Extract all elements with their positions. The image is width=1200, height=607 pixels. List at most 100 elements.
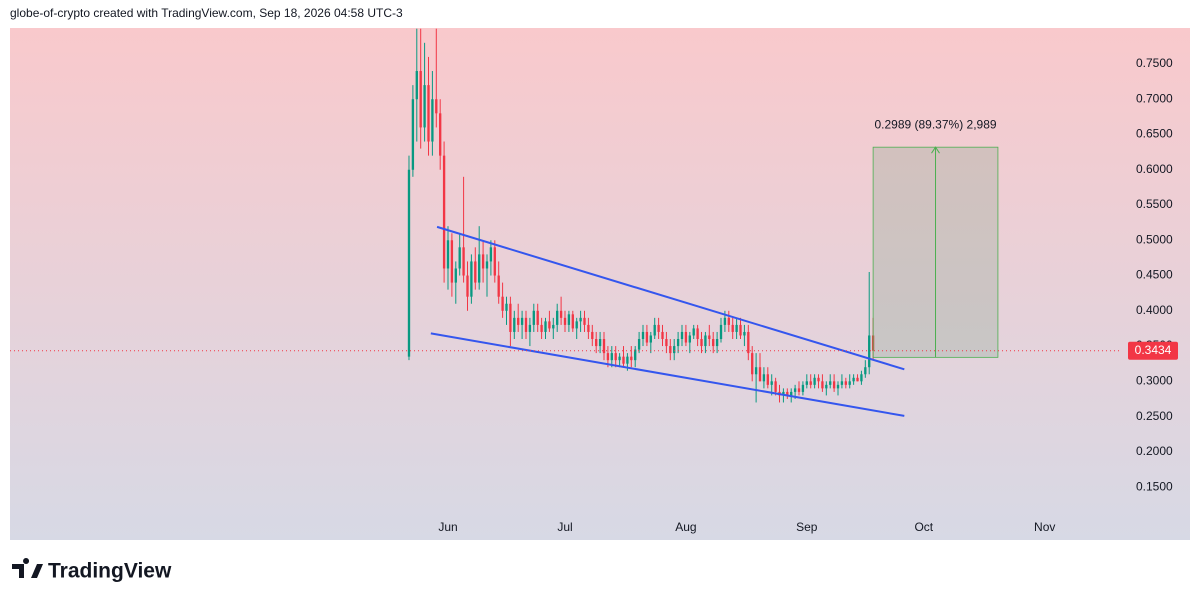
candle-body [439, 113, 442, 156]
candle-body [450, 240, 454, 283]
candle-body [411, 99, 415, 170]
header: globe-of-crypto created with TradingView… [10, 6, 403, 20]
candle-body [653, 324, 656, 336]
candle-body [567, 314, 571, 325]
candle-body [665, 339, 668, 347]
candle-body [462, 247, 465, 276]
candle-body [661, 331, 664, 340]
candle-body [809, 381, 812, 385]
y-tick-label: 0.5000 [1136, 232, 1173, 246]
candle-body [676, 339, 680, 347]
candle-body [501, 296, 504, 311]
candle-body [458, 247, 461, 269]
y-tick-label: 0.2500 [1136, 409, 1173, 423]
candle-body [657, 324, 660, 332]
candle-body [758, 367, 762, 382]
candle-body [548, 321, 551, 329]
candle-body [556, 310, 559, 325]
candle-body [540, 324, 543, 332]
candle-body [797, 388, 801, 392]
last-price-label: 0.3434 [1135, 343, 1172, 357]
candle-body [649, 335, 652, 343]
trendline [436, 225, 905, 371]
candle-body [587, 324, 590, 332]
candle-body [622, 356, 625, 364]
candle-body [786, 391, 789, 396]
chart-background [10, 28, 1190, 540]
plot [10, 28, 1120, 417]
candle-body [435, 99, 438, 114]
candle-body [591, 331, 594, 340]
logo: TradingView [12, 558, 172, 583]
y-tick-label: 0.4500 [1136, 268, 1173, 282]
candle-body [751, 353, 754, 375]
candle-body [844, 381, 847, 385]
x-tick-label: Sep [796, 520, 818, 534]
candle-body [431, 99, 434, 142]
candle-body [735, 324, 738, 332]
candle-body [673, 346, 676, 354]
candle-body [509, 303, 512, 332]
y-tick-label: 0.6000 [1136, 162, 1173, 176]
candle-body [513, 317, 516, 332]
candle-body [731, 324, 734, 332]
candle-body [474, 261, 477, 283]
candle-body [407, 169, 411, 357]
candle-body [688, 335, 691, 343]
candle-body [575, 321, 578, 329]
candle-body [856, 377, 859, 382]
candle-body [427, 85, 430, 142]
candle-body [466, 275, 469, 297]
x-tick-label: Jul [557, 520, 572, 534]
candle-body [700, 339, 703, 347]
candle-body [602, 339, 606, 354]
candle-body [559, 310, 563, 318]
candle-body [489, 247, 493, 262]
candle-body [579, 317, 582, 322]
candle-body [715, 339, 719, 347]
candle-body [598, 339, 602, 347]
candle-body [520, 317, 524, 325]
y-tick-label: 0.4000 [1136, 303, 1173, 317]
candle-body [614, 353, 617, 361]
candle-body [684, 331, 688, 343]
candle-body [790, 391, 793, 396]
candle-body [532, 310, 535, 325]
x-tick-label: Jun [438, 520, 457, 534]
candle-body [680, 331, 684, 340]
candle-body [626, 356, 629, 364]
candle-body [485, 261, 489, 269]
x-tick-label: Aug [675, 520, 696, 534]
candle-body [766, 374, 769, 385]
candle-body [423, 85, 426, 128]
candle-body [696, 328, 699, 340]
candle-body [505, 303, 508, 311]
candle-body [446, 240, 450, 269]
y-tick-label: 0.7000 [1136, 91, 1173, 105]
candle-body [708, 335, 711, 340]
candle-body [497, 275, 500, 297]
y-tick-label: 0.2000 [1136, 444, 1173, 458]
candle-body [583, 317, 586, 325]
trendline [430, 332, 905, 417]
axes: 0.15000.20000.25000.30000.35000.40000.45… [438, 56, 1178, 534]
candle-body [852, 377, 855, 382]
candle-body [478, 254, 481, 283]
candle-body [860, 374, 863, 382]
y-tick-label: 0.5500 [1136, 197, 1173, 211]
logo-icon [12, 558, 43, 578]
candle-body [610, 353, 613, 361]
candle-body [868, 335, 871, 368]
x-tick-label: Nov [1034, 520, 1055, 534]
candle-body [782, 391, 785, 396]
candle-body [517, 317, 520, 325]
candle-body [637, 339, 641, 350]
candle-body [419, 71, 422, 128]
candle-body [801, 384, 805, 392]
candle-body [524, 317, 528, 332]
candle-body [645, 331, 649, 343]
candle-body [727, 317, 730, 325]
candle-body [739, 324, 742, 336]
